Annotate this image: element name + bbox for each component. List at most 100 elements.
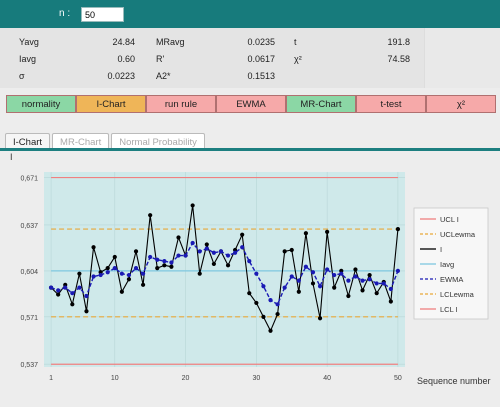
- i-data-point: [310, 281, 316, 286]
- tab-mr-chart[interactable]: MR-Chart: [52, 133, 110, 151]
- ewma-data-point: [247, 259, 252, 264]
- ewma-data-point: [233, 250, 238, 255]
- ewma-data-point: [91, 274, 96, 279]
- ewma-data-point: [155, 257, 160, 262]
- x-tick-label: 20: [182, 375, 190, 382]
- stat-value-sigma: 0.0223: [107, 71, 135, 81]
- stat-value-yavg: 24.84: [112, 37, 135, 47]
- i-data-point: [296, 289, 301, 294]
- i-chart-plot: I Sequence number 0,537 0,571 0,604 0,637 0,…: [10, 152, 491, 386]
- i-data-point: [197, 271, 202, 276]
- i-data-point: [148, 213, 153, 218]
- i-chart-button[interactable]: I-Chart: [76, 95, 146, 113]
- ewma-data-point: [310, 270, 316, 275]
- i-data-point: [105, 266, 110, 271]
- ewma-data-point: [346, 278, 351, 283]
- stat-value-mravg: 0.0235: [247, 37, 275, 47]
- ewma-data-point: [105, 270, 110, 275]
- x-tick-label: 50: [394, 375, 402, 382]
- plot-background: [44, 172, 405, 367]
- ewma-data-point: [282, 285, 287, 290]
- ewma-data-point: [133, 266, 139, 271]
- ewma-data-point: [218, 249, 224, 254]
- ewma-data-point: [275, 302, 280, 307]
- i-data-point: [77, 271, 82, 276]
- i-data-point: [395, 227, 401, 232]
- i-data-point: [84, 309, 89, 314]
- stat-value-r: 0.0617: [247, 54, 275, 64]
- ewma-data-point: [84, 293, 89, 299]
- i-data-point: [261, 314, 266, 319]
- ewma-data-point: [296, 278, 301, 283]
- i-data-point: [289, 247, 294, 253]
- ewma-data-point: [70, 291, 75, 296]
- legend-label: EWMA: [440, 275, 463, 284]
- run-rule-button[interactable]: run rule: [146, 95, 216, 113]
- x-tick-label: 10: [111, 375, 119, 382]
- ewma-data-point: [360, 278, 365, 283]
- i-data-point: [176, 235, 181, 240]
- x-tick-label: 40: [323, 375, 331, 382]
- ewma-data-point: [395, 268, 401, 273]
- i-data-point: [247, 291, 252, 296]
- i-data-point: [367, 272, 372, 278]
- ewma-data-point: [381, 281, 386, 286]
- ewma-data-point: [353, 274, 358, 279]
- i-data-point: [211, 261, 216, 267]
- legend-label: LCL I: [440, 305, 458, 314]
- chi2-button[interactable]: χ²: [426, 95, 496, 113]
- ewma-data-point: [367, 277, 372, 282]
- i-data-point: [155, 266, 160, 271]
- ewma-data-point: [56, 288, 61, 293]
- i-data-point: [303, 231, 309, 236]
- i-data-point: [126, 277, 132, 282]
- stat-label-r: R': [156, 54, 165, 64]
- ewma-data-point: [204, 246, 209, 251]
- i-data-point: [268, 328, 273, 333]
- ewma-button[interactable]: EWMA: [216, 95, 286, 113]
- stat-label-iavg: Iavg: [19, 54, 37, 64]
- normality-button[interactable]: normality: [6, 95, 76, 113]
- i-data-point: [204, 242, 209, 247]
- ewma-data-point: [303, 264, 309, 269]
- ewma-data-point: [148, 254, 153, 260]
- ewma-data-point: [98, 272, 103, 278]
- ewma-data-point: [339, 271, 344, 276]
- ewma-data-point: [197, 249, 202, 254]
- stats-panel: Yavg 24.84 Iavg 0.60 σ 0.0223 MRavg 0.02…: [0, 28, 500, 88]
- ewma-data-point: [140, 271, 146, 276]
- ewma-data-point: [268, 298, 273, 303]
- ewma-data-point: [77, 285, 82, 290]
- i-data-point: [70, 302, 75, 307]
- legend-label: UCLewma: [440, 230, 476, 239]
- stat-label-yavg: Yavg: [19, 37, 39, 47]
- ewma-data-point: [332, 272, 337, 278]
- ewma-data-point: [48, 285, 54, 290]
- mr-chart-button[interactable]: MR-Chart: [286, 95, 356, 113]
- legend-label: LCLewma: [440, 290, 475, 299]
- i-data-point: [353, 267, 358, 272]
- tab-normal-probability[interactable]: Normal Probability: [111, 133, 205, 151]
- i-data-point: [360, 288, 365, 293]
- ewma-data-point: [126, 272, 132, 278]
- ewma-data-point: [162, 259, 167, 264]
- ewma-data-point: [261, 284, 266, 289]
- i-data-point: [282, 249, 287, 254]
- stat-value-a2: 0.1513: [247, 71, 275, 81]
- chart-area: I Sequence number 0,537 0,571 0,604 0,637 0,…: [0, 151, 500, 402]
- tab-i-chart[interactable]: I-Chart: [5, 133, 51, 151]
- n-label: n :: [59, 8, 71, 19]
- i-data-point: [225, 263, 231, 268]
- tab-divider: [0, 148, 500, 151]
- stat-value-iavg: 0.60: [117, 54, 135, 64]
- stats-side-panel: [424, 28, 500, 88]
- n-input[interactable]: 50: [81, 7, 124, 22]
- y-tick-label: 0,537: [20, 362, 38, 369]
- stat-label-a2: A2*: [156, 71, 171, 81]
- i-data-point: [325, 229, 330, 234]
- y-axis-label: I: [10, 152, 13, 162]
- y-tick-label: 0,671: [20, 176, 38, 183]
- t-test-button[interactable]: t-test: [356, 95, 426, 113]
- x-axis-label: Sequence number: [417, 376, 491, 386]
- ewma-data-point: [119, 271, 124, 276]
